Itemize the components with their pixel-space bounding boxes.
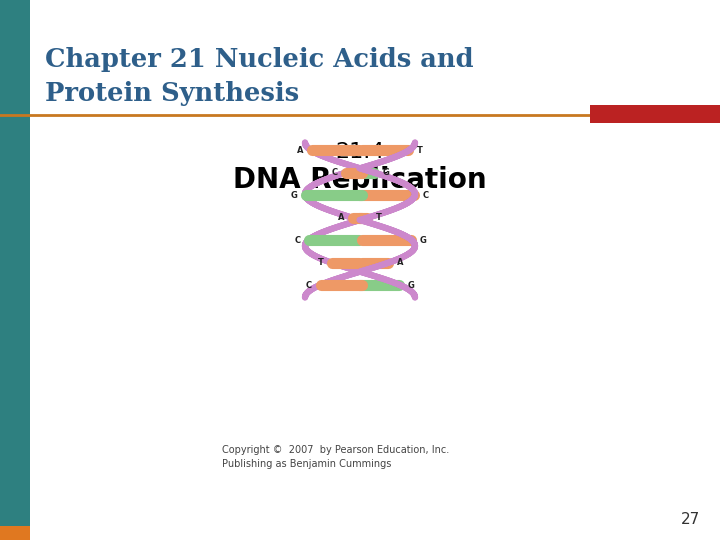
Text: G: G bbox=[408, 281, 415, 289]
Text: 27: 27 bbox=[680, 512, 700, 528]
Text: Chapter 21 Nucleic Acids and: Chapter 21 Nucleic Acids and bbox=[45, 48, 474, 72]
Text: A: A bbox=[297, 146, 303, 155]
Text: Protein Synthesis: Protein Synthesis bbox=[45, 80, 299, 105]
Bar bbox=[0, 526, 30, 540]
Text: Publishing as Benjamin Cummings: Publishing as Benjamin Cummings bbox=[222, 459, 392, 469]
Bar bbox=[0, 0, 30, 540]
Text: T: T bbox=[417, 146, 423, 155]
Bar bbox=[590, 105, 720, 123]
Text: C: C bbox=[294, 235, 300, 245]
Text: A: A bbox=[338, 213, 344, 222]
Text: C: C bbox=[331, 168, 338, 177]
Text: Copyright ©  2007  by Pearson Education, Inc.: Copyright © 2007 by Pearson Education, I… bbox=[222, 445, 449, 455]
Text: A: A bbox=[397, 258, 403, 267]
Text: G: G bbox=[420, 235, 427, 245]
Text: T: T bbox=[376, 213, 382, 222]
Text: DNA Replication: DNA Replication bbox=[233, 166, 487, 194]
Text: G: G bbox=[290, 191, 297, 200]
Text: C: C bbox=[306, 281, 312, 289]
Text: 21.4: 21.4 bbox=[336, 142, 384, 162]
Text: G: G bbox=[382, 168, 390, 177]
Text: C: C bbox=[423, 191, 429, 200]
Text: T: T bbox=[318, 258, 323, 267]
